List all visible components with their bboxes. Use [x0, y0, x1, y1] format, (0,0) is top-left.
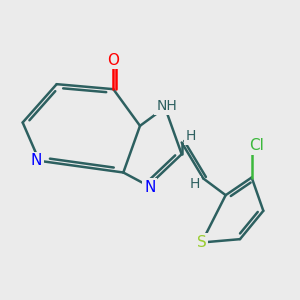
Text: N: N [31, 153, 42, 168]
Text: NH: NH [156, 99, 177, 113]
Text: S: S [197, 235, 206, 250]
Text: Cl: Cl [249, 138, 264, 153]
Text: O: O [107, 53, 119, 68]
Text: N: N [144, 180, 155, 195]
Text: H: H [189, 178, 200, 191]
Text: H: H [185, 130, 196, 143]
